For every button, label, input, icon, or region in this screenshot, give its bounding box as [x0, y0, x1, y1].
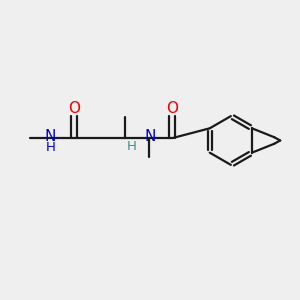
Text: N: N [144, 129, 155, 144]
Text: N: N [45, 129, 56, 144]
Text: O: O [166, 101, 178, 116]
Text: O: O [68, 101, 80, 116]
Text: H: H [127, 140, 137, 153]
Text: H: H [46, 141, 56, 154]
